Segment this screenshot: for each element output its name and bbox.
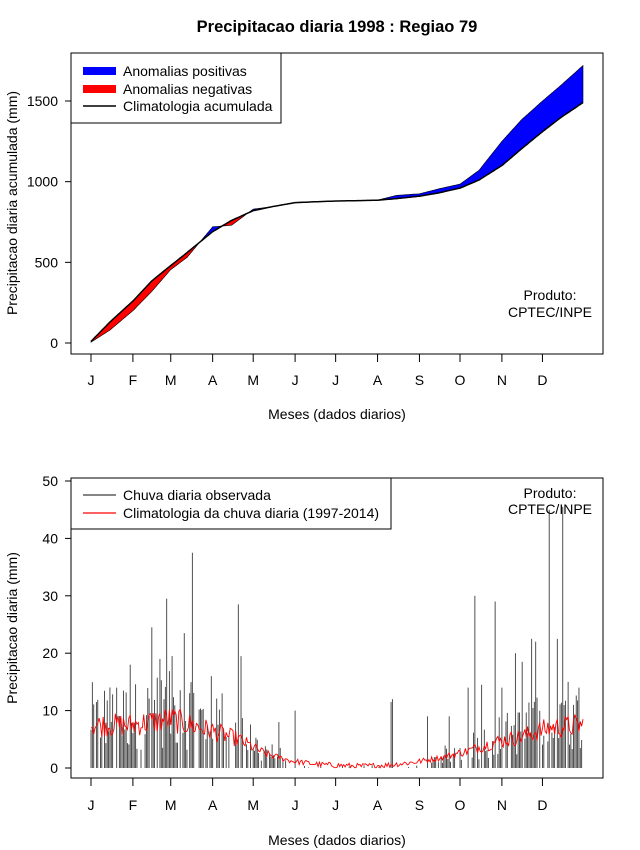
bottom-x-tick-label: M — [247, 797, 259, 813]
top-y-tick-label: 1000 — [27, 174, 58, 190]
top-plot-frame — [70, 52, 604, 355]
bottom-legend-box — [70, 477, 392, 530]
top-plot-area — [90, 64, 584, 343]
top-panel: 0 500 1000 1500 J F M A M J J A S O N D Meses (dados d… — [4, 52, 604, 422]
top-x-tick-label: M — [165, 372, 177, 388]
top-product-source: CPTEC/INPE — [508, 304, 592, 320]
legend-label-observed: Chuva diaria observada — [123, 487, 271, 503]
top-x-tick-label: S — [415, 372, 424, 388]
top-x-axis-label: Meses (dados diarios) — [268, 406, 406, 422]
top-x-tick-label: J — [88, 372, 95, 388]
bottom-y-axis-label: Precipitacao diaria (mm) — [4, 552, 20, 704]
bottom-x-tick-label: J — [332, 797, 339, 813]
top-y-axis: 0 500 1000 1500 — [27, 93, 71, 351]
bottom-x-tick-label: J — [292, 797, 299, 813]
bottom-y-tick-label: 0 — [50, 760, 58, 776]
bottom-y-tick-label: 20 — [42, 645, 58, 661]
bottom-x-tick-label: A — [373, 797, 383, 813]
bottom-y-tick-label: 50 — [42, 473, 58, 489]
top-product-label: Produto: — [524, 287, 577, 303]
bottom-panel: 0 10 20 30 40 50 J F M A M J J A S O N D Meses (dados di… — [4, 473, 604, 848]
top-y-tick-label: 500 — [35, 254, 59, 270]
legend-label-clim-daily: Climatologia da chuva diaria (1997-2014) — [123, 505, 379, 521]
bottom-x-tick-label: N — [497, 797, 507, 813]
bottom-y-tick-label: 30 — [42, 588, 58, 604]
bottom-legend: Chuva diaria observada Climatologia da c… — [70, 477, 392, 530]
climatology-accumulated-line — [90, 101, 584, 342]
bottom-plot-area — [90, 506, 584, 769]
top-x-tick-label: D — [537, 372, 547, 388]
bottom-y-tick-label: 40 — [42, 530, 58, 546]
top-y-tick-label: 1500 — [27, 93, 58, 109]
top-legend: Anomalias positivas Anomalias negativas … — [70, 52, 282, 124]
daily-climatology-line — [90, 708, 584, 769]
legend-label-positive: Anomalias positivas — [123, 63, 247, 79]
top-x-tick-label: J — [292, 372, 299, 388]
top-x-tick-label: M — [247, 372, 259, 388]
negative-anomaly-area-0 — [90, 242, 200, 343]
bottom-y-axis: 0 10 20 30 40 50 — [42, 473, 71, 776]
bottom-x-tick-label: F — [129, 797, 138, 813]
bottom-x-tick-label: A — [208, 797, 218, 813]
legend-label-climatology: Climatologia acumulada — [123, 98, 273, 114]
bottom-x-tick-label: J — [88, 797, 95, 813]
top-x-tick-label: A — [373, 372, 383, 388]
bottom-x-tick-label: D — [537, 797, 547, 813]
bottom-y-tick-label: 10 — [42, 703, 58, 719]
top-x-tick-label: F — [129, 372, 138, 388]
bottom-x-tick-label: M — [165, 797, 177, 813]
bottom-product-source: CPTEC/INPE — [508, 501, 592, 517]
bottom-x-tick-label: S — [415, 797, 424, 813]
bottom-x-axis-label: Meses (dados diarios) — [268, 832, 406, 848]
top-x-tick-label: O — [455, 372, 466, 388]
top-x-tick-label: J — [332, 372, 339, 388]
bottom-product-label: Produto: — [524, 485, 577, 501]
top-y-axis-label: Precipitacao diaria acumulada (mm) — [4, 91, 20, 315]
top-x-tick-label: N — [497, 372, 507, 388]
bottom-x-tick-label: O — [455, 797, 466, 813]
legend-label-negative: Anomalias negativas — [123, 81, 252, 97]
top-x-tick-label: A — [208, 372, 218, 388]
chart-title: Precipitacao diaria 1998 : Regiao 79 — [197, 18, 478, 36]
top-y-tick-label: 0 — [50, 335, 58, 351]
